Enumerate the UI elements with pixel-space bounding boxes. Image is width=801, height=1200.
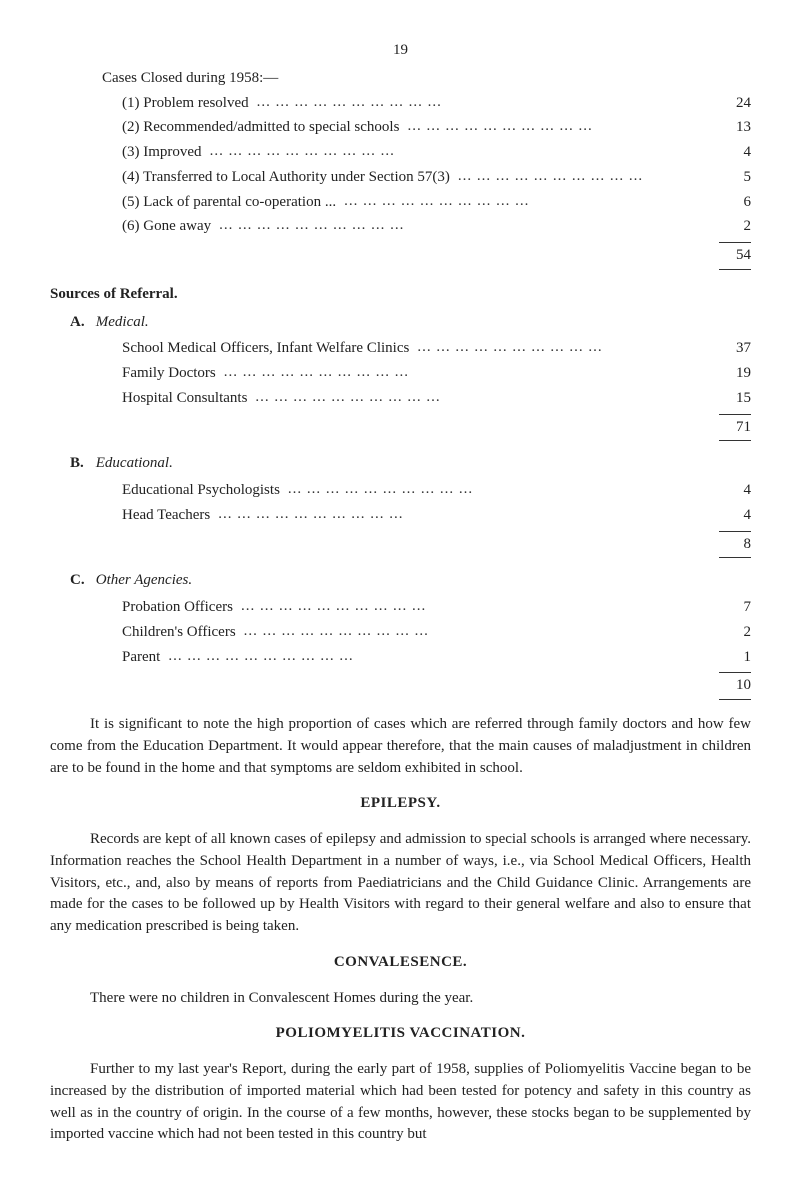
leader-dots xyxy=(224,362,711,377)
leader-dots xyxy=(458,166,711,181)
total-rule xyxy=(719,242,751,243)
total-rule xyxy=(719,414,751,415)
item-value: 2 xyxy=(719,216,751,238)
item-value: 1 xyxy=(719,647,751,669)
leader-dots xyxy=(244,621,711,636)
leader-dots xyxy=(257,92,711,107)
item-value: 24 xyxy=(719,93,751,115)
total-rule xyxy=(719,440,751,441)
table-row: (3) Improved 4 xyxy=(50,141,751,164)
item-value: 4 xyxy=(719,480,751,502)
cases-closed-heading: Cases Closed during 1958:— xyxy=(50,68,751,90)
polio-heading: POLIOMYELITIS VACCINATION. xyxy=(50,1023,751,1045)
group-letter: A. xyxy=(70,312,92,334)
group-title: Other Agencies. xyxy=(96,572,192,588)
table-row: (6) Gone away 2 xyxy=(50,215,751,238)
item-value: 2 xyxy=(719,622,751,644)
leader-dots xyxy=(344,191,711,206)
leader-dots xyxy=(210,141,711,156)
item-label: (1) Problem resolved xyxy=(122,93,249,115)
leader-dots xyxy=(407,116,711,131)
item-label: Children's Officers xyxy=(122,622,236,644)
total-rule xyxy=(719,269,751,270)
group-letter: B. xyxy=(70,453,92,475)
group-letter: C. xyxy=(70,570,92,592)
item-label: Parent xyxy=(122,647,160,669)
leader-dots xyxy=(241,596,711,611)
total-value: 71 xyxy=(719,417,751,439)
group-title: Educational. xyxy=(96,455,173,471)
item-label: Hospital Consultants xyxy=(122,388,247,410)
table-row: (5) Lack of parental co-operation ... 6 xyxy=(50,191,751,214)
total-row: 54 xyxy=(50,245,751,267)
table-row: (4) Transferred to Local Authority under… xyxy=(50,166,751,189)
item-value: 7 xyxy=(719,597,751,619)
item-value: 15 xyxy=(719,388,751,410)
total-value: 8 xyxy=(719,534,751,556)
convalesence-heading: CONVALESENCE. xyxy=(50,952,751,974)
table-row: (2) Recommended/admitted to special scho… xyxy=(50,116,751,139)
item-label: (6) Gone away xyxy=(122,216,211,238)
total-row: 8 xyxy=(50,534,751,556)
item-label: School Medical Officers, Infant Welfare … xyxy=(122,338,409,360)
leader-dots xyxy=(168,646,711,661)
cases-closed-section: Cases Closed during 1958:— (1) Problem r… xyxy=(50,68,751,270)
table-row: School Medical Officers, Infant Welfare … xyxy=(50,337,751,360)
table-row: Probation Officers 7 xyxy=(50,596,751,619)
leader-dots xyxy=(417,337,711,352)
paragraph: It is significant to note the high propo… xyxy=(50,714,751,779)
paragraph: There were no children in Convalescent H… xyxy=(50,988,751,1010)
leader-dots xyxy=(288,479,711,494)
item-label: (2) Recommended/admitted to special scho… xyxy=(122,117,399,139)
item-label: Family Doctors xyxy=(122,363,216,385)
leader-dots xyxy=(218,504,711,519)
item-value: 19 xyxy=(719,363,751,385)
leader-dots xyxy=(219,215,711,230)
table-row: Head Teachers 4 xyxy=(50,504,751,527)
page-number: 19 xyxy=(50,40,751,62)
item-label: (5) Lack of parental co-operation ... xyxy=(122,192,336,214)
total-row: 10 xyxy=(50,675,751,697)
item-value: 4 xyxy=(719,142,751,164)
item-label: Head Teachers xyxy=(122,505,210,527)
table-row: Children's Officers 2 xyxy=(50,621,751,644)
table-row: (1) Problem resolved 24 xyxy=(50,92,751,115)
table-row: Parent 1 xyxy=(50,646,751,669)
total-value: 10 xyxy=(719,675,751,697)
total-value: 54 xyxy=(719,245,751,267)
total-row: 71 xyxy=(50,417,751,439)
item-label: Probation Officers xyxy=(122,597,233,619)
paragraph: Further to my last year's Report, during… xyxy=(50,1059,751,1146)
group-title: Medical. xyxy=(96,314,149,330)
epilepsy-heading: EPILEPSY. xyxy=(50,793,751,815)
item-value: 13 xyxy=(719,117,751,139)
table-row: Family Doctors 19 xyxy=(50,362,751,385)
item-label: Educational Psychologists xyxy=(122,480,280,502)
paragraph: Records are kept of all known cases of e… xyxy=(50,829,751,938)
sources-heading: Sources of Referral. xyxy=(50,284,751,306)
leader-dots xyxy=(255,387,711,402)
item-value: 5 xyxy=(719,167,751,189)
total-rule xyxy=(719,699,751,700)
group-heading: A. Medical. xyxy=(50,312,751,334)
table-row: Hospital Consultants 15 xyxy=(50,387,751,410)
total-rule xyxy=(719,672,751,673)
total-rule xyxy=(719,557,751,558)
item-label: (4) Transferred to Local Authority under… xyxy=(122,167,450,189)
item-value: 6 xyxy=(719,192,751,214)
group-heading: B. Educational. xyxy=(50,453,751,475)
total-rule xyxy=(719,531,751,532)
item-label: (3) Improved xyxy=(122,142,202,164)
item-value: 4 xyxy=(719,505,751,527)
group-heading: C. Other Agencies. xyxy=(50,570,751,592)
item-value: 37 xyxy=(719,338,751,360)
table-row: Educational Psychologists 4 xyxy=(50,479,751,502)
